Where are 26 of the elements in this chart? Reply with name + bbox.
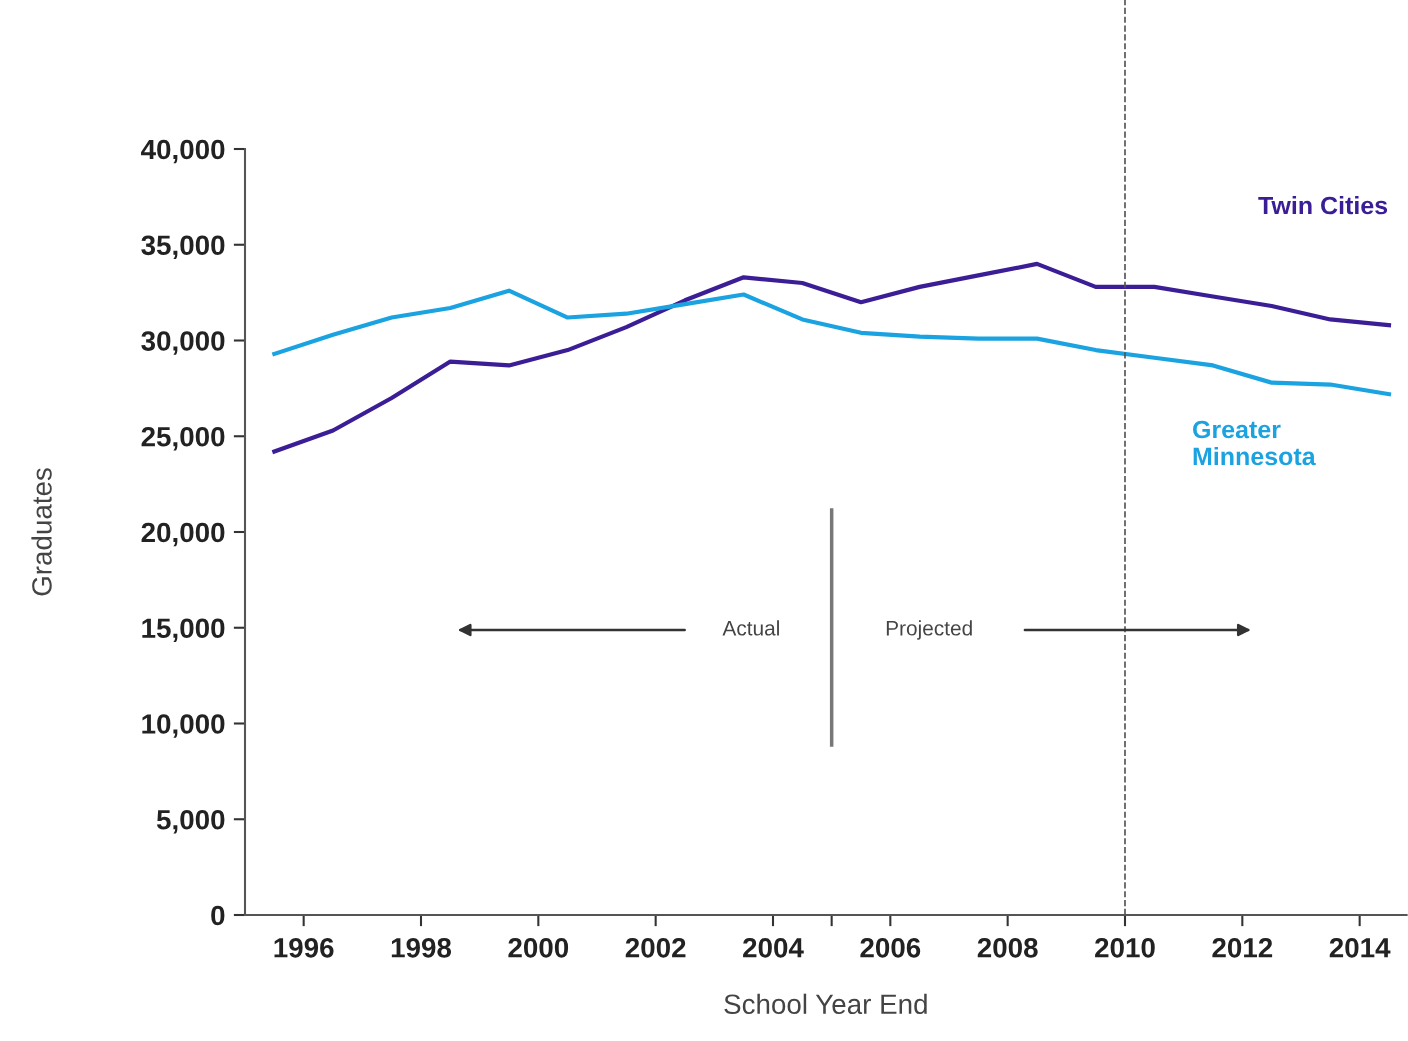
x-tick-label: 2008 [977, 937, 1038, 958]
y-tick-label: 40,000 [141, 139, 225, 164]
x-tick-label: 1996 [274, 937, 334, 958]
y-tick-label: 0 [211, 905, 225, 926]
y-tick-label: 35,000 [141, 235, 225, 260]
x-tick-label: 2010 [1095, 937, 1155, 958]
x-tick-label: 2006 [860, 937, 921, 958]
x-tick-label: 1998 [391, 937, 452, 958]
y-tick-label: 20,000 [141, 522, 225, 547]
line-series [272, 288, 1392, 397]
y-tick-label: 30,000 [141, 331, 225, 355]
y-axis-title: Graduates [31, 468, 52, 596]
x-tick-label: 2004 [743, 937, 804, 958]
x-tick-label: 2000 [508, 937, 569, 958]
x-tick-label: 2002 [625, 937, 686, 958]
y-tick-label: 5,000 [156, 809, 225, 834]
series-label: Greater Minnesota [1193, 420, 1316, 466]
y-tick-label: 15,000 [142, 618, 225, 643]
y-tick-label: 25,000 [141, 426, 225, 451]
x-tick-label: 2012 [1212, 937, 1273, 958]
x-axis-title: School Year End [724, 993, 927, 1015]
text: Twin Cities [1258, 196, 1388, 215]
annotation: Projected [886, 620, 972, 640]
annotation: Actual [722, 620, 779, 636]
y-tick-label: 10,000 [142, 714, 225, 738]
x-tick-label: 2014 [1329, 937, 1391, 958]
